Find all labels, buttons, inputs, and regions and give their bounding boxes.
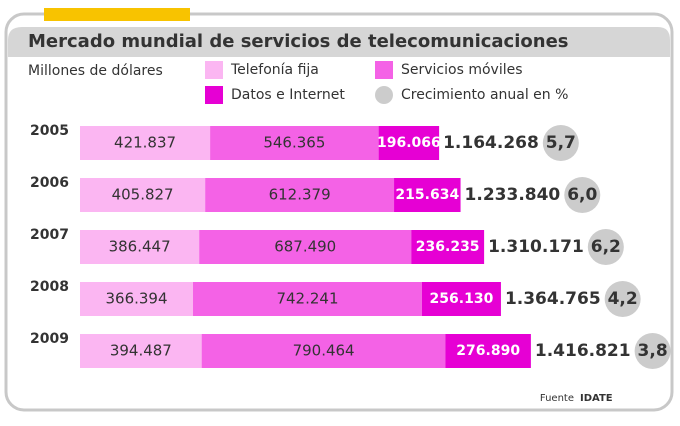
value-label: 546.365 bbox=[263, 134, 325, 152]
value-label: 421.837 bbox=[114, 134, 176, 152]
chart-title: Mercado mundial de servicios de telecomu… bbox=[28, 31, 569, 52]
value-label: 405.827 bbox=[112, 186, 174, 204]
bar-segment bbox=[421, 282, 501, 316]
source-label: Fuente bbox=[540, 393, 574, 404]
category-label: 2006 bbox=[30, 175, 69, 191]
bar-segment bbox=[80, 334, 202, 368]
growth-label: 5,7 bbox=[546, 133, 576, 153]
growth-label: 4,2 bbox=[608, 289, 638, 309]
bar-segment bbox=[80, 178, 206, 212]
value-label: 612.379 bbox=[269, 186, 331, 204]
bar-segment bbox=[80, 282, 194, 316]
bar-segment bbox=[80, 230, 200, 264]
bar-segment bbox=[205, 178, 395, 212]
title-band bbox=[8, 27, 670, 57]
total-label: 1.233.840 bbox=[465, 185, 561, 205]
value-label: 256.130 bbox=[430, 291, 494, 307]
subtitle: Millones de dólares bbox=[28, 63, 163, 79]
value-label: 236.235 bbox=[416, 239, 480, 255]
legend-swatch bbox=[375, 86, 393, 104]
category-label: 2005 bbox=[30, 123, 69, 139]
legend-swatch bbox=[205, 61, 223, 79]
value-label: 742.241 bbox=[276, 290, 338, 308]
source: IDATE bbox=[580, 393, 613, 404]
legend-label: Datos e Internet bbox=[231, 87, 345, 103]
total-label: 1.310.171 bbox=[488, 237, 584, 257]
value-label: 366.394 bbox=[105, 290, 167, 308]
value-label: 215.634 bbox=[395, 187, 459, 203]
bar-segment bbox=[201, 334, 446, 368]
growth-marker bbox=[564, 177, 601, 213]
accent-bar bbox=[44, 8, 190, 21]
value-label: 276.890 bbox=[456, 343, 520, 359]
bar-segment bbox=[199, 230, 412, 264]
category-label: 2007 bbox=[30, 227, 69, 243]
value-label: 687.490 bbox=[274, 238, 336, 256]
bar-segment bbox=[411, 230, 485, 264]
legend-label: Crecimiento anual en % bbox=[401, 87, 568, 103]
bar-segment bbox=[210, 126, 379, 160]
growth-label: 6,2 bbox=[591, 237, 621, 257]
value-label: 394.487 bbox=[110, 342, 172, 360]
category-label: 2008 bbox=[30, 279, 69, 295]
bar-segment bbox=[394, 178, 461, 212]
bar-segment bbox=[193, 282, 422, 316]
legend-swatch bbox=[375, 61, 393, 79]
bar-segment bbox=[80, 126, 211, 160]
total-label: 1.164.268 bbox=[443, 133, 539, 153]
bar-segment bbox=[445, 334, 531, 368]
category-label: 2009 bbox=[30, 331, 69, 347]
growth-label: 6,0 bbox=[567, 185, 597, 205]
value-label: 196.066 bbox=[377, 135, 441, 151]
value-label: 790.464 bbox=[293, 342, 355, 360]
legend-label: Telefonía fija bbox=[230, 62, 319, 78]
growth-marker bbox=[634, 333, 671, 369]
growth-marker bbox=[542, 125, 579, 161]
value-label: 386.447 bbox=[109, 238, 171, 256]
bar-segment bbox=[378, 126, 440, 160]
legend-swatch bbox=[205, 86, 223, 104]
legend-label: Servicios móviles bbox=[401, 62, 523, 78]
growth-marker bbox=[587, 229, 624, 265]
total-label: 1.416.821 bbox=[535, 341, 631, 361]
total-label: 1.364.765 bbox=[505, 289, 601, 309]
growth-label: 3,8 bbox=[638, 341, 668, 361]
growth-marker bbox=[604, 281, 641, 317]
